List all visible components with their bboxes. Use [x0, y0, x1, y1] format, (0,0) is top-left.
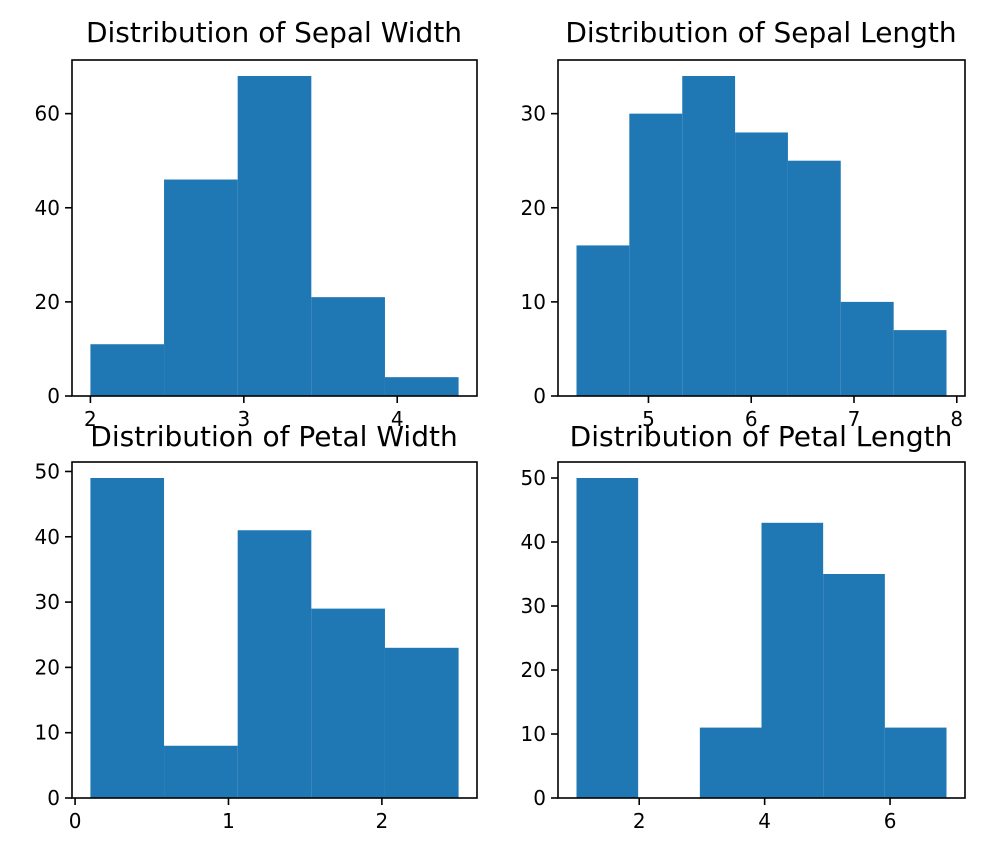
x-axis: 2 4 6: [633, 798, 897, 833]
x-tick-label: 2: [84, 407, 97, 431]
y-tick-label: 10: [521, 290, 546, 314]
y-tick-label: 0: [533, 786, 546, 810]
histogram-bar: [840, 301, 894, 396]
x-axis: 5 6 7 8: [642, 396, 963, 431]
histogram-bars: [576, 478, 947, 798]
histogram-bar: [164, 745, 238, 798]
subplot-sepal-width: Distribution of Sepal Width 0 20 40 60 2 3 4: [35, 16, 478, 431]
histogram-bar: [761, 522, 824, 798]
subplot-petal-width: Distribution of Petal Width 01020304050 …: [35, 420, 478, 833]
histogram-bar: [90, 344, 165, 396]
y-tick-label: 30: [35, 590, 60, 614]
y-tick-label: 0: [47, 786, 60, 810]
histogram-bar: [823, 574, 885, 798]
y-tick-label: 0: [47, 384, 60, 408]
histogram-bar: [237, 76, 312, 396]
plot-frame: [71, 461, 478, 799]
y-tick-label: 30: [521, 594, 546, 618]
histogram-bar: [699, 727, 762, 798]
y-axis: 0 10 20 30 40 50: [521, 466, 558, 810]
y-tick-label: 50: [35, 459, 60, 483]
y-tick-label: 40: [35, 525, 60, 549]
histogram-bars: [90, 76, 459, 396]
histogram-bar: [384, 377, 459, 396]
y-tick-label: 10: [35, 721, 60, 745]
histogram-bar: [884, 727, 947, 798]
histogram-bar: [311, 608, 385, 798]
x-axis: 0 1 2: [69, 798, 389, 833]
x-tick-label: 2: [376, 809, 389, 833]
y-tick-label: 40: [35, 196, 60, 220]
y-axis: 0 10 20 30: [521, 102, 558, 408]
x-tick-label: 5: [642, 407, 655, 431]
histogram-bar: [787, 160, 841, 396]
x-tick-label: 8: [950, 407, 963, 431]
histogram-bar: [90, 478, 165, 798]
x-tick-label: 7: [848, 407, 861, 431]
x-tick-label: 4: [758, 809, 771, 833]
histogram-bars: [576, 76, 947, 396]
plot-frame: [71, 59, 478, 397]
y-tick-label: 10: [521, 722, 546, 746]
histogram-bar: [893, 330, 947, 396]
x-tick-label: 6: [745, 407, 758, 431]
x-axis: 2 3 4: [84, 396, 404, 431]
x-tick-label: 2: [633, 809, 646, 833]
histogram-bar: [384, 647, 459, 798]
histogram-bar: [576, 478, 639, 798]
subplot-petal-length: Distribution of Petal Length 0 10 20 30 40 50…: [521, 420, 966, 833]
y-axis: 0 20 40 60: [35, 102, 72, 408]
plot-frame: [557, 461, 966, 799]
x-tick-label: 4: [391, 407, 404, 431]
y-axis: 0 10 20 30 40 50: [35, 459, 72, 810]
histogram-bar: [576, 245, 630, 396]
x-tick-label: 3: [237, 407, 250, 431]
subplot-sepal-length: Distribution of Sepal Length 0 10 20 30 5 6 7…: [521, 16, 966, 431]
y-tick-label: 60: [35, 102, 60, 126]
histogram-bar: [311, 297, 385, 396]
y-tick-label: 20: [521, 658, 546, 682]
histogram-bar: [164, 179, 238, 396]
y-tick-label: 20: [35, 655, 60, 679]
y-tick-label: 30: [521, 102, 546, 126]
x-tick-label: 6: [884, 809, 897, 833]
chart-title: Distribution of Petal Width: [90, 420, 457, 453]
y-tick-label: 50: [521, 466, 546, 490]
histogram-bars: [90, 478, 459, 798]
histogram-bar: [682, 76, 736, 396]
chart-title: Distribution of Petal Length: [570, 420, 953, 453]
plot-frame: [557, 59, 966, 397]
y-tick-label: 20: [35, 290, 60, 314]
histogram-bar: [735, 132, 788, 396]
chart-title: Distribution of Sepal Length: [565, 16, 956, 49]
chart-title: Distribution of Sepal Width: [86, 16, 462, 49]
y-tick-label: 40: [521, 530, 546, 554]
histogram-bar: [629, 113, 683, 396]
histogram-bar: [237, 530, 312, 798]
x-tick-label: 1: [222, 809, 235, 833]
y-tick-label: 0: [533, 384, 546, 408]
y-tick-label: 20: [521, 196, 546, 220]
x-tick-label: 0: [69, 809, 82, 833]
